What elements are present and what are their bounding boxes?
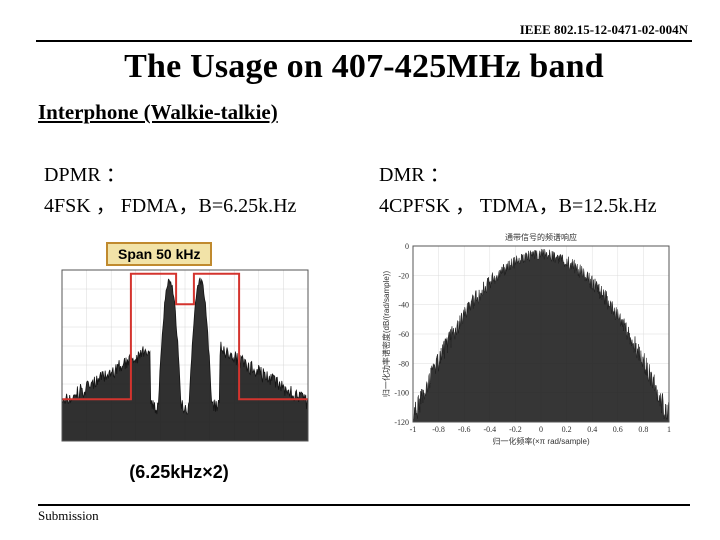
svg-text:0.4: 0.4 bbox=[587, 425, 597, 434]
svg-text:-0.6: -0.6 bbox=[458, 425, 471, 434]
svg-text:-40: -40 bbox=[398, 301, 409, 310]
svg-text:0.2: 0.2 bbox=[562, 425, 572, 434]
right-spectrum-svg: -1 -0.8 -0.6 -0.4 -0.2 0 0.2 0.4 0.6 0.8 1 0 -20 -40 -… bbox=[379, 228, 679, 448]
svg-text:0.6: 0.6 bbox=[613, 425, 623, 434]
svg-text:-120: -120 bbox=[394, 418, 409, 427]
svg-text:-1: -1 bbox=[410, 425, 417, 434]
doc-id: IEEE 802.15-12-0471-02-004N bbox=[36, 22, 692, 38]
right-chart: -1 -0.8 -0.6 -0.4 -0.2 0 0.2 0.4 0.6 0.8 1 0 -20 -40 -… bbox=[379, 228, 679, 448]
right-method-name: DMR ： bbox=[379, 158, 696, 187]
right-method-detail: 4CPFSK ， TDMA，B=12.5k.Hz bbox=[379, 189, 696, 218]
right-column: DMR ： 4CPFSK ， TDMA，B=12.5k.Hz -1 -0.8 -0.… bbox=[379, 158, 696, 451]
svg-text:通带信号的频谱响应: 通带信号的频谱响应 bbox=[505, 232, 577, 242]
svg-text:0.8: 0.8 bbox=[638, 425, 648, 434]
svg-text:-80: -80 bbox=[398, 359, 409, 368]
svg-text:-0.2: -0.2 bbox=[509, 425, 522, 434]
svg-text:归一化功率谱密度(dB/(rad/sample)): 归一化功率谱密度(dB/(rad/sample)) bbox=[381, 271, 391, 398]
left-chart: Span 50 kHz (6.25kHz×2) bbox=[44, 236, 314, 451]
left-method-detail: 4FSK ， FDMA，B=6.25k.Hz bbox=[44, 189, 361, 218]
svg-text:-100: -100 bbox=[394, 389, 409, 398]
left-spectrum-svg bbox=[44, 236, 314, 451]
footer-text: Submission bbox=[38, 508, 690, 524]
left-method-name: DPMR ： bbox=[44, 158, 361, 187]
svg-text:0: 0 bbox=[405, 242, 409, 251]
svg-text:-60: -60 bbox=[398, 330, 409, 339]
left-x-caption: (6.25kHz×2) bbox=[129, 462, 229, 482]
svg-text:-0.8: -0.8 bbox=[432, 425, 445, 434]
svg-text:-20: -20 bbox=[398, 271, 409, 280]
svg-text:0: 0 bbox=[539, 425, 543, 434]
header-rule bbox=[36, 40, 692, 42]
svg-text:归一化频率(×π rad/sample): 归一化频率(×π rad/sample) bbox=[492, 436, 590, 446]
left-column: DPMR ： 4FSK ， FDMA，B=6.25k.Hz Span 50 kH… bbox=[44, 158, 361, 451]
page-title: The Usage on 407-425MHz band bbox=[36, 48, 692, 86]
svg-text:-0.4: -0.4 bbox=[483, 425, 496, 434]
footer-rule bbox=[38, 504, 690, 506]
span-label: Span 50 kHz bbox=[106, 242, 212, 266]
subtitle: Interphone (Walkie-talkie) bbox=[38, 100, 692, 125]
svg-text:1: 1 bbox=[667, 425, 671, 434]
